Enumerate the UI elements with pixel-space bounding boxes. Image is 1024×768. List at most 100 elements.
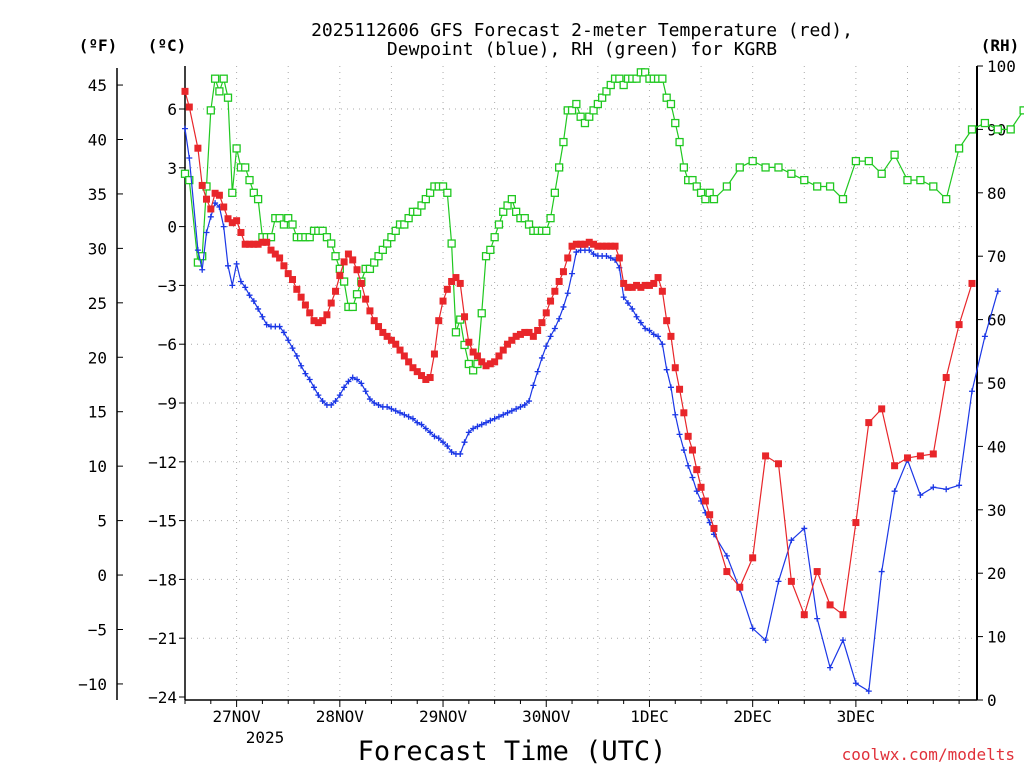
temperature-marker	[203, 195, 211, 203]
temperature-marker	[542, 309, 550, 317]
rh-marker	[615, 74, 624, 83]
rh-marker	[210, 74, 220, 83]
temperature-marker	[233, 217, 241, 225]
chart-title-line1: 2025112606 GFS Forecast 2-meter Temperat…	[311, 20, 853, 41]
tick-label-rh: 50	[987, 374, 1006, 393]
tick-label-celsius: −21	[148, 629, 177, 648]
temperature-marker	[263, 238, 271, 246]
dewpoint-marker	[397, 409, 404, 416]
dewpoint-marker	[801, 525, 808, 532]
tick-label-celsius: 6	[167, 100, 177, 119]
dewpoint-marker	[676, 431, 683, 438]
tick-label-celsius: −24	[148, 688, 177, 707]
temperature-marker	[241, 240, 249, 248]
rh-marker	[477, 309, 486, 318]
temperature-marker	[310, 317, 318, 325]
rh-marker	[279, 220, 289, 229]
dewpoint-marker	[590, 251, 597, 258]
rh-marker	[413, 207, 422, 216]
temperature-marker	[426, 374, 434, 382]
temperature-marker	[486, 360, 494, 368]
temperature-marker	[826, 601, 834, 609]
dewpoint-marker	[289, 345, 296, 352]
temperature-marker	[968, 279, 976, 287]
temperature-marker	[521, 328, 529, 336]
temperature-marker	[366, 307, 374, 315]
rh-marker	[554, 163, 564, 172]
rh-marker	[593, 99, 603, 109]
dewpoint-marker	[225, 262, 232, 269]
rh-marker	[520, 214, 529, 223]
temperature-marker	[525, 328, 533, 336]
temperature-marker	[409, 364, 417, 372]
dewpoint-marker	[366, 396, 373, 403]
temperature-marker	[370, 317, 378, 325]
dewpoint-marker	[203, 229, 210, 236]
tick-label-x: 29NOV	[419, 707, 468, 726]
temperature-marker	[443, 285, 451, 293]
temperature-marker	[271, 250, 279, 258]
rh-marker	[696, 188, 706, 197]
dewpoint-marker	[388, 405, 395, 412]
dewpoint-marker	[659, 341, 666, 348]
temperature-marker	[284, 270, 292, 278]
temperature-marker	[667, 332, 675, 340]
rh-marker	[546, 214, 555, 223]
tick-label-rh: 0	[987, 691, 997, 710]
temperature-marker	[723, 568, 731, 576]
dewpoint-marker	[405, 413, 412, 420]
temperature-marker	[473, 352, 481, 360]
temperature-marker	[671, 364, 679, 372]
rh-marker	[391, 226, 400, 235]
rh-marker	[679, 163, 689, 172]
temperature-marker	[749, 554, 757, 562]
temperature-marker	[891, 462, 899, 470]
temperature-marker	[228, 219, 236, 227]
rh-marker	[425, 188, 435, 197]
dewpoint-marker	[814, 615, 821, 622]
temperature-marker	[508, 336, 516, 344]
tick-label-rh: 20	[987, 564, 1006, 583]
dewpoint-marker	[306, 376, 313, 383]
rh-marker	[641, 68, 650, 77]
temperature-marker	[529, 332, 537, 340]
temperature-marker	[319, 317, 327, 325]
temperature-marker	[555, 277, 563, 285]
rh-marker	[490, 233, 499, 242]
temperature-marker	[327, 299, 335, 307]
tick-labels: 630−3−6−9−12−15−18−21−244540353025201510…	[78, 57, 1016, 726]
tick-label-rh: 80	[987, 184, 1006, 203]
dewpoint-marker	[384, 403, 391, 410]
temperature-marker	[701, 497, 709, 505]
tick-label-rh: 10	[987, 628, 1006, 647]
temperature-marker	[461, 313, 469, 321]
rh-marker	[864, 156, 873, 166]
rh-marker	[954, 144, 964, 153]
rh-marker	[438, 182, 448, 191]
rh-marker	[241, 163, 250, 172]
dewpoint-marker	[930, 484, 937, 491]
rh-marker	[327, 239, 336, 248]
temperature-marker	[633, 281, 641, 289]
dewpoint-marker	[994, 288, 1001, 295]
x-axis-title: Forecast Time (UTC)	[358, 736, 667, 767]
rh-marker	[903, 175, 912, 185]
rh-marker	[215, 87, 224, 96]
temperature-marker	[224, 215, 232, 223]
dewpoint-marker	[943, 486, 950, 493]
dewpoint-marker	[573, 249, 580, 256]
dewpoint-marker	[375, 401, 382, 408]
rh-marker	[980, 118, 990, 128]
dewpoint-marker	[250, 298, 257, 305]
temperature-marker	[469, 348, 477, 356]
rh-marker	[748, 156, 757, 166]
dewpoint-marker	[483, 419, 490, 426]
dewpoint-marker	[280, 329, 287, 336]
tick-label-fahrenheit: 10	[88, 457, 107, 476]
dewpoint-marker	[500, 411, 507, 418]
dewpoint-marker	[255, 305, 262, 312]
temperature-marker	[547, 297, 555, 305]
temperature-marker	[495, 352, 503, 360]
dewpoint-marker	[401, 411, 408, 418]
grid-lines	[185, 66, 977, 700]
